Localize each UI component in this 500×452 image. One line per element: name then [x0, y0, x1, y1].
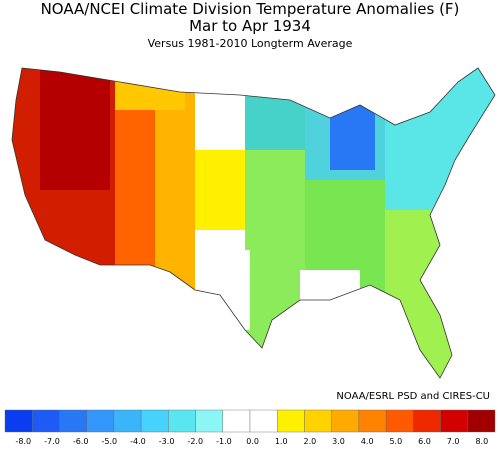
colorbar-label: -3.0: [159, 437, 175, 446]
title: NOAA/NCEI Climate Division Temperature A…: [41, 0, 460, 18]
colorbar-swatch: [195, 409, 223, 433]
colorbar-label: 2.0: [304, 437, 317, 446]
colorbar-label: -5.0: [101, 437, 117, 446]
colorbar-swatch: [86, 409, 115, 433]
colorbar-swatch: [168, 409, 196, 433]
colorbar-swatch: [277, 409, 305, 433]
colorbar-label: 3.0: [332, 437, 345, 446]
colorbar-label: 5.0: [389, 437, 402, 446]
colorbar-swatch: [467, 409, 496, 433]
colorbar-label: 4.0: [361, 437, 374, 446]
colorbar-swatch: [358, 409, 387, 433]
map-outline: [11, 67, 496, 379]
colorbar-label: -4.0: [130, 437, 146, 446]
credit: NOAA/ESRL PSD and CIRES-CU: [336, 391, 490, 402]
period: Mar to Apr 1934: [189, 17, 311, 35]
colorbar-swatch: [304, 409, 332, 433]
colorbar-label: -8.0: [16, 437, 32, 446]
colorbar-label: 8.0: [475, 437, 488, 446]
colorbar-label: 0.0: [246, 437, 259, 446]
colorbar-label: -2.0: [187, 437, 203, 446]
colorbar-swatch: [4, 409, 33, 433]
colorbar-label: 7.0: [447, 437, 460, 446]
colorbar-swatch: [413, 409, 441, 433]
colorbar-label: -1.0: [216, 437, 232, 446]
colorbar-swatch: [222, 409, 251, 433]
colorbar-label: 6.0: [418, 437, 431, 446]
colorbar-label: 1.0: [275, 437, 288, 446]
colorbar-swatch: [32, 409, 60, 433]
colorbar-swatch: [249, 409, 278, 433]
colorbar: -8.0 -7.0 -6.0 -5.0 -4.0 -3.0 -2.0 -1.0 0.0 1.0 2.…: [4, 409, 496, 446]
colorbar-swatch: [59, 409, 87, 433]
subtitle: Versus 1981-2010 Longterm Average: [148, 37, 353, 50]
map: [12, 68, 495, 378]
colorbar-swatch: [140, 409, 169, 433]
colorbar-swatch: [331, 409, 360, 433]
colorbar-swatch: [113, 409, 142, 433]
colorbar-label: -6.0: [73, 437, 89, 446]
colorbar-label: -7.0: [44, 437, 60, 446]
colorbar-swatch: [385, 409, 414, 433]
colorbar-swatch: [440, 409, 468, 433]
